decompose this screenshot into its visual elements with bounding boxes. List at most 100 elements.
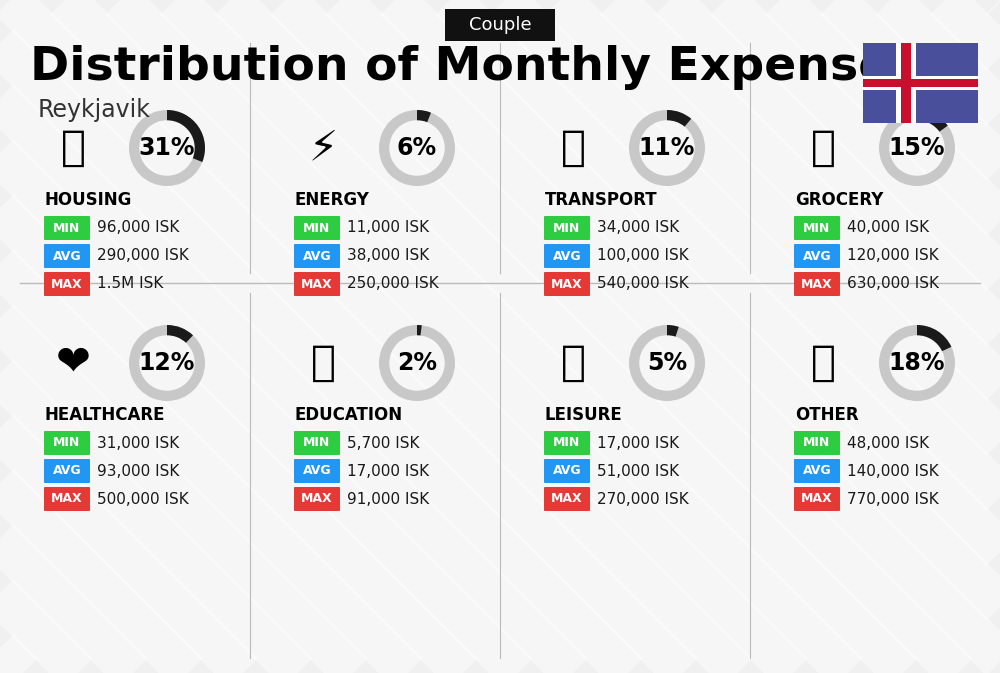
Text: 31,000 ISK: 31,000 ISK: [97, 435, 179, 450]
Wedge shape: [379, 110, 455, 186]
FancyBboxPatch shape: [44, 459, 90, 483]
Text: 34,000 ISK: 34,000 ISK: [597, 221, 679, 236]
Text: OTHER: OTHER: [795, 406, 859, 424]
Wedge shape: [167, 325, 193, 343]
FancyBboxPatch shape: [544, 487, 590, 511]
Text: 18%: 18%: [889, 351, 945, 375]
Wedge shape: [129, 110, 205, 186]
FancyBboxPatch shape: [294, 244, 340, 268]
Wedge shape: [917, 110, 948, 132]
Text: 250,000 ISK: 250,000 ISK: [347, 277, 439, 291]
Text: AVG: AVG: [53, 464, 81, 478]
Wedge shape: [629, 110, 705, 186]
Text: 💰: 💰: [810, 342, 836, 384]
Text: MAX: MAX: [301, 493, 333, 505]
Text: 31%: 31%: [139, 136, 195, 160]
Text: 120,000 ISK: 120,000 ISK: [847, 248, 939, 264]
Text: AVG: AVG: [53, 250, 81, 262]
Wedge shape: [667, 325, 679, 336]
FancyBboxPatch shape: [44, 272, 90, 296]
Text: 290,000 ISK: 290,000 ISK: [97, 248, 189, 264]
Text: AVG: AVG: [553, 464, 581, 478]
Text: 630,000 ISK: 630,000 ISK: [847, 277, 939, 291]
FancyBboxPatch shape: [294, 431, 340, 455]
Bar: [896, 43, 916, 123]
Text: 140,000 ISK: 140,000 ISK: [847, 464, 939, 479]
Text: ENERGY: ENERGY: [295, 191, 370, 209]
Bar: [862, 79, 978, 87]
Text: MIN: MIN: [53, 437, 81, 450]
Text: MAX: MAX: [51, 493, 83, 505]
FancyBboxPatch shape: [294, 272, 340, 296]
FancyBboxPatch shape: [544, 459, 590, 483]
FancyBboxPatch shape: [794, 244, 840, 268]
Text: 🛍: 🛍: [560, 342, 586, 384]
FancyBboxPatch shape: [544, 244, 590, 268]
Text: 🛒: 🛒: [810, 127, 836, 169]
Text: ⚡: ⚡: [308, 127, 338, 169]
Text: MAX: MAX: [801, 277, 833, 291]
FancyBboxPatch shape: [794, 431, 840, 455]
Wedge shape: [629, 325, 705, 401]
Text: 93,000 ISK: 93,000 ISK: [97, 464, 179, 479]
Text: 6%: 6%: [397, 136, 437, 160]
Text: TRANSPORT: TRANSPORT: [545, 191, 658, 209]
Wedge shape: [879, 110, 955, 186]
Text: GROCERY: GROCERY: [795, 191, 883, 209]
Text: 🎓: 🎓: [310, 342, 336, 384]
Text: ❤️: ❤️: [56, 342, 90, 384]
Text: 1.5M ISK: 1.5M ISK: [97, 277, 163, 291]
Text: HEALTHCARE: HEALTHCARE: [45, 406, 166, 424]
Text: LEISURE: LEISURE: [545, 406, 623, 424]
Text: 51,000 ISK: 51,000 ISK: [597, 464, 679, 479]
Text: AVG: AVG: [803, 250, 831, 262]
Text: 5%: 5%: [647, 351, 687, 375]
Wedge shape: [417, 110, 431, 122]
Wedge shape: [667, 110, 691, 127]
Text: Reykjavik: Reykjavik: [38, 98, 151, 122]
Text: MIN: MIN: [303, 221, 331, 234]
Text: 17,000 ISK: 17,000 ISK: [347, 464, 429, 479]
Text: 540,000 ISK: 540,000 ISK: [597, 277, 689, 291]
Text: 270,000 ISK: 270,000 ISK: [597, 491, 689, 507]
Wedge shape: [879, 325, 955, 401]
FancyBboxPatch shape: [794, 272, 840, 296]
Text: 12%: 12%: [139, 351, 195, 375]
Text: 770,000 ISK: 770,000 ISK: [847, 491, 939, 507]
Text: EDUCATION: EDUCATION: [295, 406, 403, 424]
FancyBboxPatch shape: [794, 459, 840, 483]
Text: MIN: MIN: [803, 221, 831, 234]
Text: 🏗: 🏗: [60, 127, 86, 169]
FancyBboxPatch shape: [44, 431, 90, 455]
Text: 15%: 15%: [889, 136, 945, 160]
Text: MAX: MAX: [551, 493, 583, 505]
FancyBboxPatch shape: [44, 487, 90, 511]
Text: MAX: MAX: [301, 277, 333, 291]
Wedge shape: [917, 325, 951, 351]
FancyBboxPatch shape: [544, 272, 590, 296]
Bar: [862, 43, 978, 123]
FancyBboxPatch shape: [294, 459, 340, 483]
Text: 40,000 ISK: 40,000 ISK: [847, 221, 929, 236]
Bar: [862, 76, 978, 90]
Bar: [901, 43, 911, 123]
Text: AVG: AVG: [303, 250, 331, 262]
Text: 11%: 11%: [639, 136, 695, 160]
FancyBboxPatch shape: [294, 487, 340, 511]
Text: Couple: Couple: [469, 16, 531, 34]
Text: MIN: MIN: [803, 437, 831, 450]
Text: 500,000 ISK: 500,000 ISK: [97, 491, 189, 507]
FancyBboxPatch shape: [544, 216, 590, 240]
FancyBboxPatch shape: [794, 216, 840, 240]
Text: AVG: AVG: [803, 464, 831, 478]
Text: MIN: MIN: [553, 221, 581, 234]
Text: 17,000 ISK: 17,000 ISK: [597, 435, 679, 450]
Text: MAX: MAX: [551, 277, 583, 291]
Text: MIN: MIN: [53, 221, 81, 234]
Text: 2%: 2%: [397, 351, 437, 375]
FancyBboxPatch shape: [294, 216, 340, 240]
Text: 91,000 ISK: 91,000 ISK: [347, 491, 429, 507]
Text: 11,000 ISK: 11,000 ISK: [347, 221, 429, 236]
FancyBboxPatch shape: [44, 216, 90, 240]
Text: MAX: MAX: [51, 277, 83, 291]
